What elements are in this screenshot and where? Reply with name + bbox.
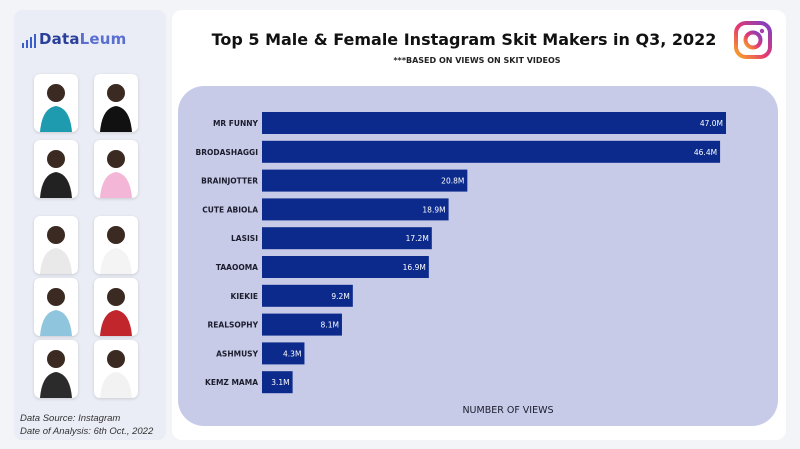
- person-photo: [94, 278, 138, 336]
- person-photo: [94, 216, 138, 274]
- category-label: MR FUNNY: [213, 119, 259, 128]
- bar: [262, 140, 721, 163]
- x-axis-label: NUMBER OF VIEWS: [462, 405, 553, 416]
- person-photo: [94, 74, 138, 132]
- bar: [262, 371, 293, 394]
- category-label: ASHMUSY: [216, 349, 258, 358]
- bar: [262, 112, 726, 134]
- brand-logo: DataLeum: [22, 30, 127, 48]
- data-label: 8.1M: [321, 321, 339, 330]
- person-photo: [34, 278, 78, 336]
- brand-name: DataLeum: [39, 30, 127, 48]
- person-photo: [94, 340, 138, 398]
- instagram-icon: [734, 21, 772, 59]
- category-label: BRODASHAGGI: [196, 148, 259, 157]
- data-label: 4.3M: [283, 349, 301, 358]
- bar: [262, 256, 429, 278]
- bar: [262, 342, 305, 365]
- data-source: Data Source: Instagram: [20, 413, 121, 424]
- bar: [262, 198, 449, 221]
- bar-chart: MR FUNNY 47.0M BRODASHAGGI 46.4M BRAINJOTTER…: [196, 112, 726, 416]
- data-label: 9.2M: [331, 292, 349, 301]
- category-label: TAAOOMA: [216, 263, 258, 272]
- category-label: CUTE ABIOLA: [202, 205, 258, 214]
- person-photo: [94, 140, 138, 198]
- category-label: KIEKIE: [231, 292, 258, 301]
- category-label: BRAINJOTTER: [201, 177, 258, 186]
- data-label: 46.4M: [694, 148, 717, 157]
- data-label: 18.9M: [422, 205, 445, 214]
- chart-title: Top 5 Male & Female Instagram Skit Maker…: [211, 30, 717, 49]
- data-label: 3.1M: [271, 378, 289, 387]
- data-label: 47.0M: [700, 119, 723, 128]
- data-label: 16.9M: [403, 263, 426, 272]
- bar: [262, 169, 468, 192]
- bar: [262, 227, 432, 250]
- bar: [262, 284, 353, 307]
- person-photo: [34, 74, 78, 132]
- chart-subtitle: ***BASED ON VIEWS ON SKIT VIDEOS: [393, 56, 561, 65]
- analysis-date: Date of Analysis: 6th Oct., 2022: [20, 426, 154, 437]
- data-label: 20.8M: [441, 177, 464, 186]
- category-label: LASISI: [231, 234, 258, 243]
- category-label: KEMZ MAMA: [205, 378, 258, 387]
- person-photo: [34, 340, 78, 398]
- person-photo: [34, 216, 78, 274]
- category-label: REALSOPHY: [208, 321, 259, 330]
- bar: [262, 313, 342, 336]
- person-photo: [34, 140, 78, 198]
- data-label: 17.2M: [406, 234, 429, 243]
- bar-chart-icon: [22, 34, 36, 48]
